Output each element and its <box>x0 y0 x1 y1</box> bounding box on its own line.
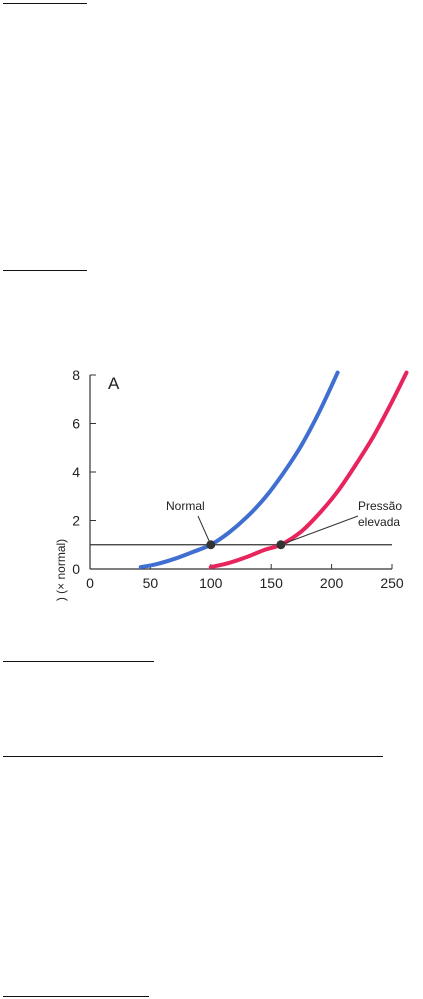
y-tick-label-3: 6 <box>72 416 80 432</box>
answer-line-1 <box>3 3 87 4</box>
answer-line-3 <box>3 661 154 662</box>
y-tick-label-1: 2 <box>72 513 80 529</box>
intersection-point-0 <box>206 540 216 550</box>
answer-line-2 <box>3 270 87 271</box>
annotation-elevada: elevada <box>358 515 400 529</box>
series-line-1 <box>208 370 409 569</box>
y-tick-label-0: 0 <box>72 561 80 577</box>
intersection-point-1 <box>276 540 286 550</box>
x-tick-label-5: 250 <box>380 575 404 591</box>
series-line-0 <box>138 370 340 569</box>
answer-line-5 <box>3 996 149 997</box>
x-tick-label-0: 0 <box>86 575 94 591</box>
x-tick-label-4: 200 <box>320 575 344 591</box>
function-curve-chart: 0 50 100 150 200 250 0 2 4 6 8 A ) (× normal) Norm… <box>54 367 409 601</box>
panel-label: A <box>108 374 120 393</box>
x-tick-label-3: 150 <box>260 575 284 591</box>
y-tick-label-2: 4 <box>72 464 80 480</box>
y-tick-label-4: 8 <box>72 367 80 383</box>
annotation-pressao: Pressão <box>358 499 402 513</box>
y-axis-label: ) (× normal) <box>54 539 68 601</box>
answer-line-4 <box>3 756 383 757</box>
leader-elevated <box>280 515 359 546</box>
x-tick-label-2: 100 <box>199 575 223 591</box>
annotation-normal: Normal <box>166 499 205 513</box>
leader-normal <box>197 515 212 545</box>
x-tick-label-1: 50 <box>143 575 159 591</box>
